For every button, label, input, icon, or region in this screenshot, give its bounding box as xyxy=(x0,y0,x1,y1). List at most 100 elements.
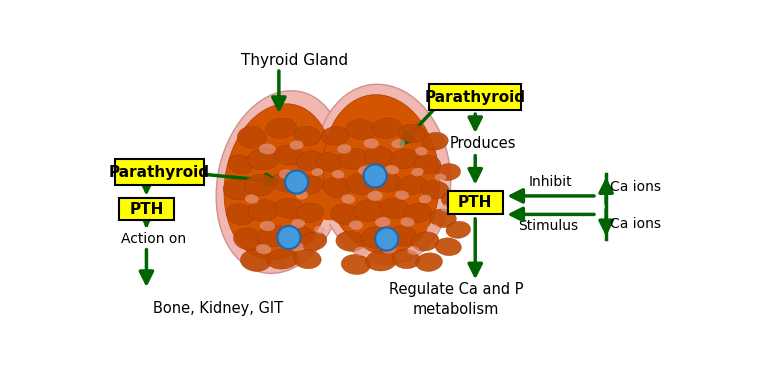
Ellipse shape xyxy=(372,118,401,138)
Ellipse shape xyxy=(290,242,303,251)
FancyBboxPatch shape xyxy=(119,198,174,220)
Ellipse shape xyxy=(338,148,369,170)
Ellipse shape xyxy=(272,172,301,192)
Ellipse shape xyxy=(408,246,420,255)
Ellipse shape xyxy=(332,170,344,178)
Ellipse shape xyxy=(385,165,399,174)
Ellipse shape xyxy=(314,226,325,234)
Ellipse shape xyxy=(382,244,396,254)
Ellipse shape xyxy=(227,204,254,225)
Ellipse shape xyxy=(422,180,449,199)
Ellipse shape xyxy=(390,149,419,169)
Ellipse shape xyxy=(367,191,382,201)
Ellipse shape xyxy=(415,147,428,156)
Ellipse shape xyxy=(303,186,358,220)
Ellipse shape xyxy=(330,204,358,225)
Ellipse shape xyxy=(361,227,392,248)
Ellipse shape xyxy=(404,203,432,223)
Ellipse shape xyxy=(224,104,333,260)
Ellipse shape xyxy=(293,249,321,269)
Ellipse shape xyxy=(321,127,349,145)
Text: PTH: PTH xyxy=(129,201,164,216)
Ellipse shape xyxy=(419,195,432,203)
Ellipse shape xyxy=(245,194,259,204)
Text: Parathyroid: Parathyroid xyxy=(109,165,210,180)
Text: Stimulus: Stimulus xyxy=(518,219,578,233)
FancyBboxPatch shape xyxy=(448,191,503,214)
Ellipse shape xyxy=(240,250,271,272)
Text: Regulate Ca and P
metabolism: Regulate Ca and P metabolism xyxy=(389,282,523,316)
Ellipse shape xyxy=(429,209,456,228)
Ellipse shape xyxy=(285,226,314,246)
Ellipse shape xyxy=(266,118,296,138)
Ellipse shape xyxy=(257,225,290,247)
Ellipse shape xyxy=(341,194,355,204)
Ellipse shape xyxy=(346,173,376,194)
Ellipse shape xyxy=(216,91,346,273)
Ellipse shape xyxy=(223,180,250,200)
Ellipse shape xyxy=(337,144,351,154)
Ellipse shape xyxy=(401,217,415,227)
Ellipse shape xyxy=(336,231,365,251)
Ellipse shape xyxy=(441,204,452,212)
Ellipse shape xyxy=(277,226,300,249)
Text: Action on: Action on xyxy=(121,232,186,246)
Ellipse shape xyxy=(291,219,305,228)
Text: Parathyroid: Parathyroid xyxy=(425,90,526,105)
Text: PTH: PTH xyxy=(458,195,492,210)
Ellipse shape xyxy=(315,84,451,264)
Ellipse shape xyxy=(436,164,461,180)
Ellipse shape xyxy=(266,249,299,269)
Ellipse shape xyxy=(442,190,466,207)
FancyBboxPatch shape xyxy=(429,84,521,111)
Ellipse shape xyxy=(446,221,471,238)
Ellipse shape xyxy=(415,253,442,272)
Ellipse shape xyxy=(396,190,409,200)
Ellipse shape xyxy=(323,94,439,254)
Ellipse shape xyxy=(248,200,279,221)
Ellipse shape xyxy=(412,168,424,176)
Ellipse shape xyxy=(358,165,373,176)
Ellipse shape xyxy=(353,200,384,221)
Ellipse shape xyxy=(300,232,327,251)
Text: Ca ions: Ca ions xyxy=(610,180,661,195)
Ellipse shape xyxy=(233,228,263,250)
Ellipse shape xyxy=(341,254,370,274)
Ellipse shape xyxy=(274,145,303,165)
Ellipse shape xyxy=(256,244,271,254)
Ellipse shape xyxy=(388,226,417,246)
Ellipse shape xyxy=(290,141,303,150)
Ellipse shape xyxy=(435,238,462,256)
Ellipse shape xyxy=(228,155,253,174)
Ellipse shape xyxy=(346,120,376,140)
Ellipse shape xyxy=(349,220,362,230)
Text: Produces: Produces xyxy=(450,136,516,151)
Ellipse shape xyxy=(422,132,449,150)
Ellipse shape xyxy=(354,247,368,256)
Ellipse shape xyxy=(297,182,366,224)
Ellipse shape xyxy=(312,168,323,176)
Ellipse shape xyxy=(375,217,390,227)
Ellipse shape xyxy=(392,249,420,269)
Ellipse shape xyxy=(375,228,399,251)
Ellipse shape xyxy=(366,250,396,271)
Text: Thyroid Gland: Thyroid Gland xyxy=(240,53,348,68)
Ellipse shape xyxy=(237,127,266,148)
Ellipse shape xyxy=(398,176,427,195)
Ellipse shape xyxy=(296,191,308,200)
FancyBboxPatch shape xyxy=(115,159,204,185)
Ellipse shape xyxy=(323,177,350,198)
Ellipse shape xyxy=(372,172,401,192)
Ellipse shape xyxy=(247,148,280,170)
Ellipse shape xyxy=(244,174,275,196)
Ellipse shape xyxy=(294,126,321,146)
Ellipse shape xyxy=(412,232,439,251)
Ellipse shape xyxy=(392,139,406,148)
Ellipse shape xyxy=(435,174,446,181)
Ellipse shape xyxy=(316,153,342,171)
Ellipse shape xyxy=(363,164,386,188)
Text: Bone, Kidney, GIT: Bone, Kidney, GIT xyxy=(154,301,283,316)
Ellipse shape xyxy=(399,124,426,143)
Ellipse shape xyxy=(285,171,308,194)
Ellipse shape xyxy=(296,203,323,223)
